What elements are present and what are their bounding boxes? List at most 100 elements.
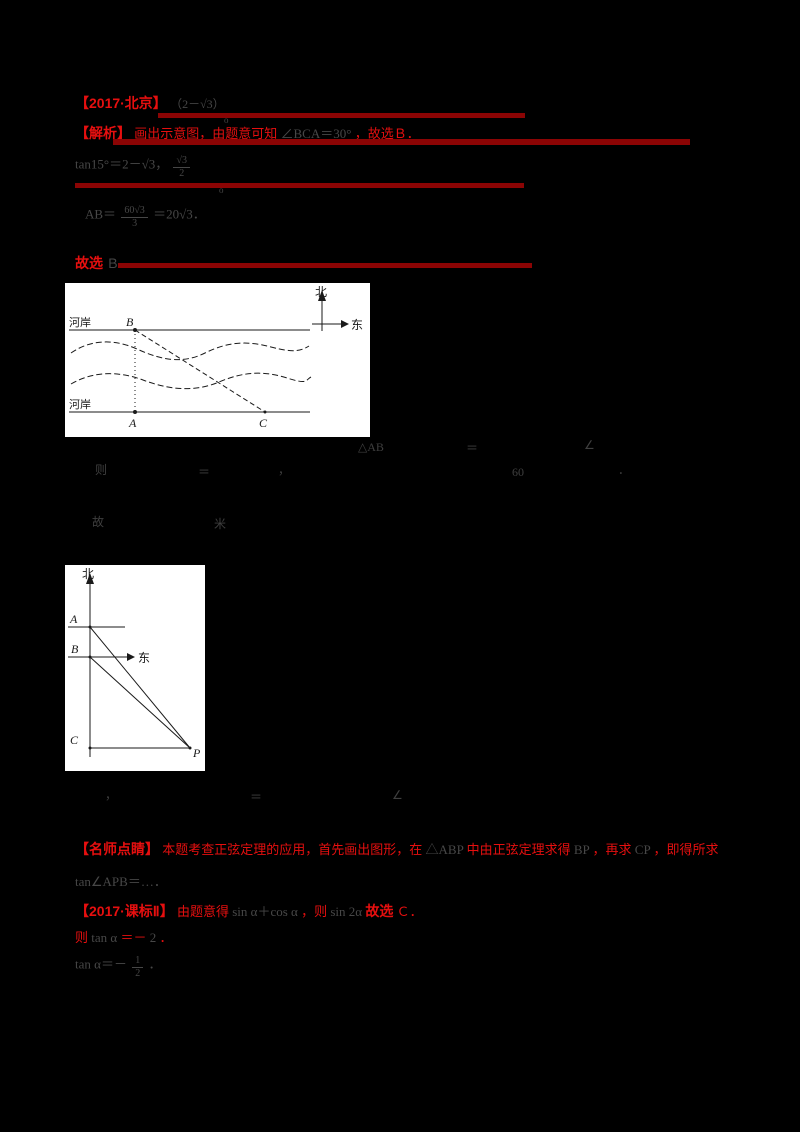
question2-ghost-text-1: sin α＋cos α [232, 904, 298, 919]
q2-line3-lead: tan α＝－ [75, 956, 127, 972]
river-diagram-svg: 北 东 河岸 B 河岸 A C [69, 285, 363, 430]
point-a-label: A [69, 612, 78, 626]
top-bank-label: 河岸 [69, 316, 91, 329]
point-b-label: B [71, 642, 79, 656]
question2-source-tag: 【2017·课标Ⅱ】 [75, 903, 174, 919]
fraction-numerator: √3 [173, 155, 190, 168]
point-p-label: P [192, 746, 201, 760]
bottom-bank-label: 河岸 [69, 398, 91, 411]
faint-fragment: ∠ [392, 788, 403, 802]
tips-red-text-2: 中由正弦定理求得 [466, 842, 571, 857]
faint-fragment: 米 [214, 517, 227, 531]
analysis-ghost-text: ∠BCA＝30° [280, 126, 352, 141]
question1-header-line: 【2017·北京】 （2－√3） [75, 94, 225, 113]
fraction-numerator: 60√3 [121, 205, 148, 218]
answer-highlight-bar-4 [118, 263, 532, 268]
faint-fragment: ＝ [250, 790, 263, 804]
point-c-label: C [259, 416, 268, 430]
tips-red-text-3: ，再求 [592, 842, 632, 857]
river-edge-lower [70, 372, 312, 390]
tips-ghost-text-3: CP [634, 842, 651, 857]
q2-line2-ghost-1: tan α [91, 930, 118, 945]
degree-ghost-1: o [224, 115, 229, 125]
question2-answer-red: 故选 [365, 903, 394, 919]
east-arrowhead-icon [127, 653, 135, 661]
line-ap [89, 626, 191, 749]
east-label: 东 [351, 318, 363, 332]
faint-fragment: △AB [358, 440, 384, 454]
faint-fragment: 故 [92, 515, 105, 529]
q2-line3-fraction: 1 2 [132, 955, 144, 979]
fraction-numerator: 1 [132, 955, 144, 968]
line-bp [89, 656, 191, 749]
analysis-line: 【解析】 画出示意图，由题意可知 ∠BCA＝30° ，故选Ｂ． [75, 124, 420, 143]
north-label: 北 [315, 285, 327, 299]
question2-line: 【2017·课标Ⅱ】 由题意得 sin α＋cos α ，则 sin 2α 故选… [75, 902, 423, 921]
math-line-2: AB＝ 60√3 3 ＝20√3． [85, 205, 206, 229]
east-label: 东 [138, 651, 150, 665]
question2-answer-letter: Ｃ． [396, 904, 423, 919]
bearing-diagram-svg: 北 A 东 B C P [68, 567, 201, 760]
faint-fragment: ＝ [198, 465, 211, 479]
tips-ghost-text-2: BP [573, 842, 590, 857]
teacher-tips-tag: 【名师点睛】 [75, 841, 159, 857]
river-edge-upper [70, 341, 310, 361]
point-p-dot [188, 746, 192, 750]
question2-line-3: tan α＝－ 1 2 ． [75, 955, 161, 979]
faint-fragment: ＝ [466, 441, 479, 455]
math-line-1-fraction: √3 2 [173, 155, 190, 179]
math-line-1: tan15°＝2－√3， √3 2 [75, 155, 192, 179]
tips-ghost-text-1: △ABP [425, 842, 464, 857]
point-c-dot [263, 410, 267, 414]
point-b-label: B [126, 315, 134, 329]
tips-red-text-4: ，即得所求 [653, 842, 719, 857]
tips-red-text-1: 本题考查正弦定理的应用，首先画出图形，在 [162, 842, 423, 857]
faint-fragment: 60 [512, 465, 524, 479]
math-line-1-lead: tan15°＝2－√3， [75, 156, 169, 172]
analysis-red-text-2: ，故选Ｂ． [354, 126, 420, 141]
question2-red-text-2: ，则 [301, 904, 328, 919]
answer-highlight-bar-1 [158, 113, 525, 118]
river-width-diagram: 北 东 河岸 B 河岸 A C [65, 283, 370, 437]
q2-line2-red-1: 则 [75, 930, 89, 945]
math-line-2-tail: ＝20√3． [153, 206, 206, 222]
sight-line-bc [134, 329, 266, 413]
question1-ghost-text: （2－√3） [170, 97, 225, 111]
math-line-2-fraction: 60√3 3 [121, 205, 148, 229]
fraction-denominator: 3 [132, 217, 138, 229]
question2-line-2: 则 tan α ＝－ 2 ． [75, 930, 173, 947]
east-arrowhead-icon [341, 320, 349, 328]
q2-line2-ghost-2: 2 [149, 930, 157, 945]
teacher-tips-line: 【名师点睛】 本题考查正弦定理的应用，首先画出图形，在 △ABP 中由正弦定理求… [75, 840, 718, 859]
faint-fragment: ， [278, 463, 291, 477]
tips-line2-ghost: tan∠APB＝…． [75, 874, 167, 889]
math-line-2-lead: AB＝ [85, 206, 117, 222]
degree-ghost-2: o [219, 185, 224, 195]
fraction-denominator: 2 [179, 167, 185, 179]
faint-fragment: ， [105, 788, 118, 802]
answer-highlight-bar-3 [75, 183, 524, 188]
north-arrowhead-icon [86, 573, 94, 584]
answer-highlight-bar-2 [113, 139, 690, 145]
faint-fragment: 则 [95, 463, 108, 477]
q2-line2-red-2: ＝－ [120, 930, 147, 945]
point-a-dot [133, 410, 137, 414]
answer-choice-red: 故选 [75, 255, 103, 271]
faint-fragment: ∠ [584, 438, 595, 452]
q2-line2-red-3: ． [159, 930, 173, 945]
point-a-label: A [128, 416, 137, 430]
question1-source-tag: 【2017·北京】 [75, 95, 167, 111]
analysis-tag: 【解析】 [75, 125, 131, 141]
analysis-red-text-1: 画出示意图，由题意可知 [134, 126, 278, 141]
question2-red-text-1: 由题意得 [176, 904, 229, 919]
bearing-diagram: 北 A 东 B C P [65, 565, 205, 771]
point-c-label: C [70, 733, 79, 747]
teacher-tips-line-2: tan∠APB＝…． [75, 874, 167, 891]
q2-line3-tail: ． [148, 956, 162, 972]
point-c-dot [88, 746, 92, 750]
question2-ghost-text-2: sin 2α [330, 904, 363, 919]
north-arrowhead-icon [318, 290, 326, 301]
fraction-denominator: 2 [135, 967, 141, 979]
faint-fragment: ． [618, 463, 631, 477]
